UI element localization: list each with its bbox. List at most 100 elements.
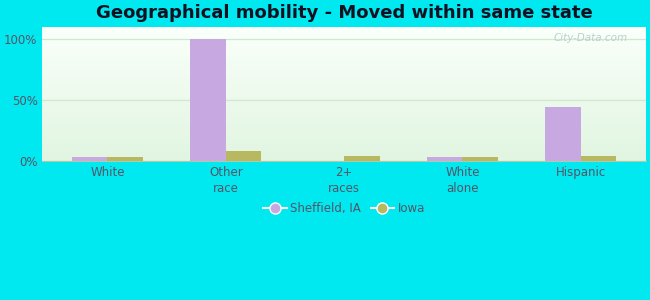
Bar xyxy=(42,41,646,42)
Bar xyxy=(42,91,646,92)
Bar xyxy=(42,137,646,138)
Bar xyxy=(42,114,646,115)
Bar xyxy=(42,45,646,46)
Bar xyxy=(42,66,646,67)
Bar xyxy=(42,155,646,156)
Bar xyxy=(42,98,646,99)
Bar xyxy=(42,122,646,123)
Bar xyxy=(42,117,646,118)
Bar xyxy=(42,82,646,83)
Bar xyxy=(42,148,646,149)
Bar xyxy=(42,71,646,72)
Bar xyxy=(42,147,646,148)
Bar xyxy=(42,99,646,100)
Bar xyxy=(42,49,646,50)
Bar xyxy=(42,153,646,154)
Bar xyxy=(42,138,646,139)
Bar xyxy=(42,44,646,45)
Bar xyxy=(42,93,646,94)
Bar xyxy=(545,107,580,161)
Bar xyxy=(42,31,646,32)
Bar xyxy=(42,129,646,130)
Bar xyxy=(42,28,646,29)
Bar xyxy=(42,50,646,51)
Bar xyxy=(42,159,646,160)
Bar xyxy=(42,62,646,63)
Bar xyxy=(42,123,646,124)
Bar xyxy=(42,154,646,155)
Bar xyxy=(42,63,646,64)
Bar xyxy=(42,133,646,134)
Bar xyxy=(580,156,616,161)
Bar xyxy=(42,65,646,66)
Bar xyxy=(42,116,646,117)
Bar xyxy=(42,78,646,79)
Bar xyxy=(42,151,646,152)
Bar xyxy=(42,156,646,157)
Bar xyxy=(42,100,646,101)
Bar xyxy=(42,55,646,56)
Bar xyxy=(42,112,646,113)
Bar xyxy=(42,42,646,43)
Bar xyxy=(42,152,646,153)
Bar xyxy=(42,97,646,98)
Bar xyxy=(42,113,646,114)
Bar xyxy=(42,146,646,147)
Bar xyxy=(42,102,646,103)
Bar xyxy=(42,40,646,41)
Bar xyxy=(42,126,646,127)
Bar xyxy=(344,156,380,161)
Bar xyxy=(190,39,226,161)
Bar xyxy=(42,40,646,41)
Bar xyxy=(42,53,646,54)
Bar xyxy=(42,104,646,105)
Bar xyxy=(42,107,646,108)
Bar xyxy=(42,110,646,111)
Bar xyxy=(42,144,646,145)
Bar xyxy=(42,120,646,121)
Bar xyxy=(42,135,646,136)
Bar xyxy=(42,143,646,144)
Bar xyxy=(42,32,646,33)
Bar xyxy=(42,52,646,53)
Bar xyxy=(42,92,646,93)
Bar xyxy=(42,80,646,81)
Bar xyxy=(42,36,646,37)
Bar xyxy=(42,76,646,77)
Bar xyxy=(42,150,646,151)
Bar xyxy=(42,149,646,150)
Bar xyxy=(42,141,646,142)
Bar xyxy=(42,119,646,120)
Bar xyxy=(42,88,646,89)
Bar xyxy=(42,130,646,131)
Bar xyxy=(42,101,646,102)
Bar xyxy=(42,139,646,140)
Bar xyxy=(42,136,646,137)
Bar xyxy=(42,46,646,47)
Bar xyxy=(42,157,646,158)
Bar xyxy=(42,131,646,132)
Text: City-Data.com: City-Data.com xyxy=(554,33,628,43)
Bar xyxy=(107,157,143,161)
Bar xyxy=(42,27,646,28)
Bar xyxy=(42,29,646,30)
Bar xyxy=(42,128,646,129)
Bar xyxy=(42,57,646,58)
Bar xyxy=(42,47,646,48)
Bar xyxy=(42,111,646,112)
Bar xyxy=(42,84,646,85)
Bar xyxy=(42,34,646,35)
Bar xyxy=(42,105,646,106)
Bar xyxy=(72,157,107,161)
Bar xyxy=(42,103,646,104)
Bar xyxy=(42,90,646,91)
Bar xyxy=(42,109,646,110)
Bar xyxy=(42,30,646,31)
Bar xyxy=(42,61,646,62)
Bar xyxy=(42,106,646,107)
Title: Geographical mobility - Moved within same state: Geographical mobility - Moved within sam… xyxy=(96,4,593,22)
Bar xyxy=(42,85,646,86)
Bar xyxy=(42,70,646,71)
Bar xyxy=(42,67,646,68)
Bar xyxy=(42,87,646,88)
